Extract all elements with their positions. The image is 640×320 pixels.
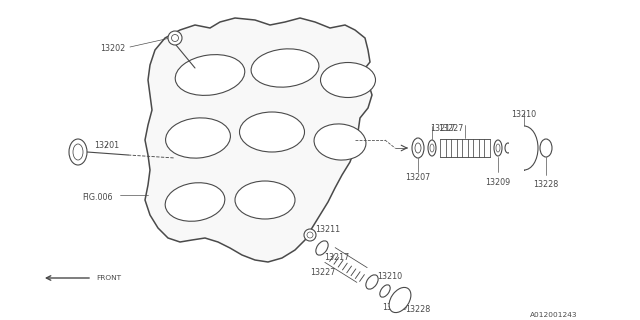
Ellipse shape — [496, 144, 500, 152]
Ellipse shape — [172, 35, 179, 42]
Text: 13210: 13210 — [377, 272, 402, 281]
Ellipse shape — [380, 285, 390, 297]
Ellipse shape — [304, 229, 316, 241]
Ellipse shape — [239, 112, 305, 152]
Ellipse shape — [494, 140, 502, 156]
Ellipse shape — [510, 126, 538, 170]
Text: 13227: 13227 — [310, 268, 335, 277]
Bar — [509, 125, 524, 171]
Ellipse shape — [69, 139, 87, 165]
Text: 13211: 13211 — [315, 225, 340, 234]
Ellipse shape — [430, 144, 434, 152]
Ellipse shape — [366, 275, 378, 289]
Ellipse shape — [415, 143, 421, 153]
Ellipse shape — [316, 241, 328, 255]
Text: 13209: 13209 — [382, 303, 407, 312]
Ellipse shape — [165, 183, 225, 221]
Ellipse shape — [168, 31, 182, 45]
Text: 13209: 13209 — [485, 178, 510, 187]
Text: 13227: 13227 — [438, 124, 463, 133]
Text: 13228: 13228 — [405, 305, 430, 314]
Ellipse shape — [321, 62, 376, 98]
Text: 13210: 13210 — [511, 110, 536, 119]
Text: 13207: 13207 — [405, 173, 430, 182]
Ellipse shape — [412, 138, 424, 158]
Ellipse shape — [175, 55, 244, 95]
Ellipse shape — [314, 124, 366, 160]
Ellipse shape — [540, 139, 552, 157]
Text: 13217: 13217 — [324, 253, 349, 262]
Text: FIG.006: FIG.006 — [82, 193, 113, 202]
Ellipse shape — [428, 140, 436, 156]
Ellipse shape — [307, 232, 313, 238]
Text: 13202: 13202 — [100, 44, 125, 53]
Ellipse shape — [389, 287, 411, 313]
Ellipse shape — [235, 181, 295, 219]
Text: 13217: 13217 — [430, 124, 455, 133]
Ellipse shape — [73, 144, 83, 160]
Ellipse shape — [505, 143, 511, 153]
Text: FRONT: FRONT — [96, 275, 121, 281]
Ellipse shape — [166, 118, 230, 158]
Text: 13228: 13228 — [533, 180, 558, 189]
Ellipse shape — [251, 49, 319, 87]
Polygon shape — [145, 18, 372, 262]
Text: A012001243: A012001243 — [530, 312, 577, 318]
Text: 13201: 13201 — [94, 141, 119, 150]
